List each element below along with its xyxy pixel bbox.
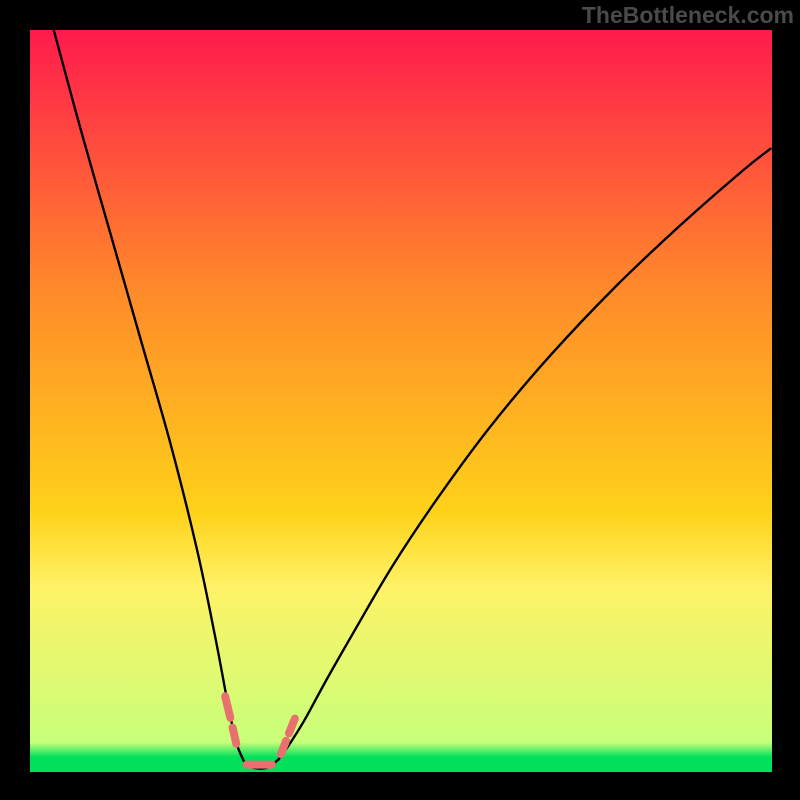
curve-right-branch xyxy=(279,149,771,760)
chart-svg xyxy=(30,30,772,772)
markers-group xyxy=(225,696,295,764)
watermark-text: TheBottleneck.com xyxy=(582,2,794,29)
curve-left-branch xyxy=(54,30,244,761)
marker-segment xyxy=(289,719,295,734)
marker-segment xyxy=(281,741,286,754)
marker-segment xyxy=(225,696,230,718)
marker-segment xyxy=(233,727,237,743)
